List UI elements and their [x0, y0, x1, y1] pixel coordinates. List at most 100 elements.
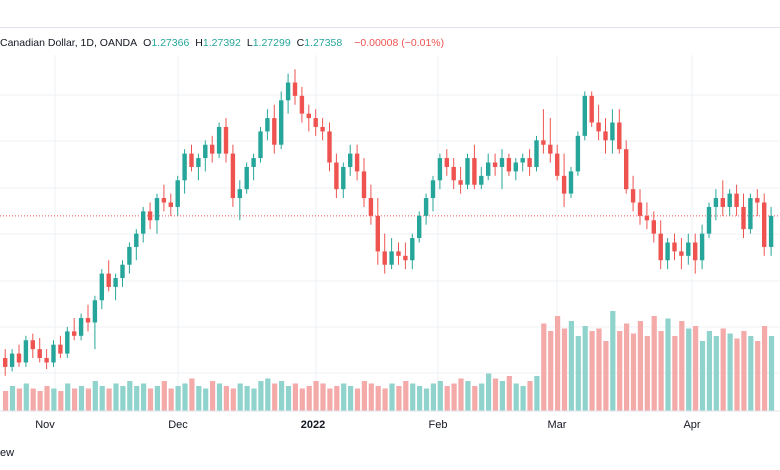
- volume-bar: [741, 331, 747, 411]
- volume-bar: [382, 388, 388, 411]
- volume-bar: [437, 381, 443, 411]
- volume-bar: [285, 386, 292, 411]
- candle-body: [479, 175, 484, 185]
- volume-bar: [189, 378, 195, 411]
- volume-bar: [65, 383, 71, 411]
- top-divider: [0, 27, 780, 28]
- candle-body: [582, 95, 587, 136]
- candle-body: [51, 344, 56, 363]
- candle-body: [154, 198, 160, 221]
- volume-bar: [272, 383, 278, 411]
- candle-body: [272, 118, 277, 145]
- candle-body: [451, 166, 456, 181]
- x-tick-label: Mar: [548, 419, 567, 431]
- volume-bar: [527, 381, 533, 411]
- volume-bar: [223, 386, 229, 411]
- candle-body: [437, 158, 443, 181]
- candle-body: [292, 82, 298, 96]
- candle-body: [658, 233, 663, 261]
- candle-body: [624, 149, 629, 190]
- close-label: C: [296, 37, 305, 49]
- volume-bar: [375, 386, 381, 411]
- volume-bar: [617, 331, 623, 411]
- volume-bar: [603, 341, 609, 411]
- volume-bar: [230, 388, 236, 411]
- volume-bar: [147, 388, 154, 411]
- volume-bar: [78, 386, 85, 411]
- volume-bar: [141, 383, 147, 411]
- volume-bar: [686, 328, 692, 411]
- volume-bar: [396, 386, 402, 411]
- candle-body: [23, 340, 29, 363]
- candle-body: [99, 273, 104, 301]
- volume-bar: [479, 383, 485, 411]
- x-tick-label: Feb: [429, 419, 448, 431]
- volume-bar: [320, 383, 326, 411]
- volume-bar: [120, 386, 126, 411]
- volume-bar: [672, 336, 678, 411]
- volume-bar: [265, 378, 271, 411]
- candle-body: [106, 273, 111, 287]
- candle-body: [244, 166, 249, 190]
- candle-body: [237, 189, 242, 199]
- high-label: H: [195, 37, 203, 49]
- candle-body: [327, 131, 332, 163]
- candle-body: [610, 122, 615, 141]
- volume-bar: [582, 326, 588, 411]
- candle-body: [665, 242, 670, 261]
- candle-body: [299, 95, 305, 114]
- candle-body: [768, 215, 774, 247]
- candle-body: [37, 349, 42, 359]
- high-value: 1.27392: [202, 37, 241, 49]
- candle-body: [230, 153, 236, 199]
- candle-body: [16, 353, 22, 363]
- x-tick-label: Nov: [35, 419, 55, 431]
- footer-text[interactable]: ew: [0, 447, 15, 459]
- candle-body: [175, 180, 180, 207]
- x-tick-label: 2022: [301, 419, 325, 431]
- candle-body: [741, 206, 746, 230]
- candle-body: [85, 318, 91, 323]
- volume-bar: [665, 318, 671, 411]
- candle-body: [548, 144, 553, 154]
- candle-body: [423, 198, 429, 216]
- volume-bar: [624, 323, 630, 411]
- candle-body: [375, 215, 380, 252]
- volume-bar: [506, 376, 512, 411]
- candle-body: [189, 153, 194, 167]
- candle-body: [734, 193, 739, 207]
- candle-body: [617, 122, 622, 150]
- volume-bar: [410, 383, 416, 411]
- volume-bar: [444, 386, 450, 411]
- candle-body: [78, 318, 84, 336]
- candle-body: [58, 344, 63, 354]
- volume-bar: [575, 336, 581, 411]
- symbol-label[interactable]: Canadian Dollar, 1D, OANDA: [0, 37, 138, 49]
- volume-bar: [768, 336, 775, 411]
- volume-bar: [430, 383, 436, 411]
- open-value: 1.27366: [151, 37, 190, 49]
- candle-body: [430, 180, 436, 199]
- candle-body: [382, 251, 387, 265]
- candle-body: [368, 198, 374, 216]
- volume-bar: [9, 386, 16, 411]
- volume-bar: [210, 381, 216, 411]
- volume-bar: [203, 388, 209, 411]
- candle-body: [279, 100, 284, 145]
- volume-bar: [30, 388, 36, 411]
- candle-body: [120, 264, 125, 279]
- volume-bar: [106, 388, 112, 411]
- volume-bar: [417, 386, 423, 411]
- volume-bar: [361, 381, 367, 411]
- volume-bar: [182, 383, 188, 411]
- volume-bar: [727, 333, 733, 411]
- volume-bar: [513, 383, 519, 411]
- volume-bar: [403, 381, 409, 411]
- volume-bar: [251, 388, 257, 411]
- volume-bar: [499, 381, 505, 411]
- volume-bar: [306, 386, 312, 411]
- candle-body: [561, 175, 567, 194]
- volume-bar: [651, 316, 657, 411]
- candle-body: [727, 193, 732, 207]
